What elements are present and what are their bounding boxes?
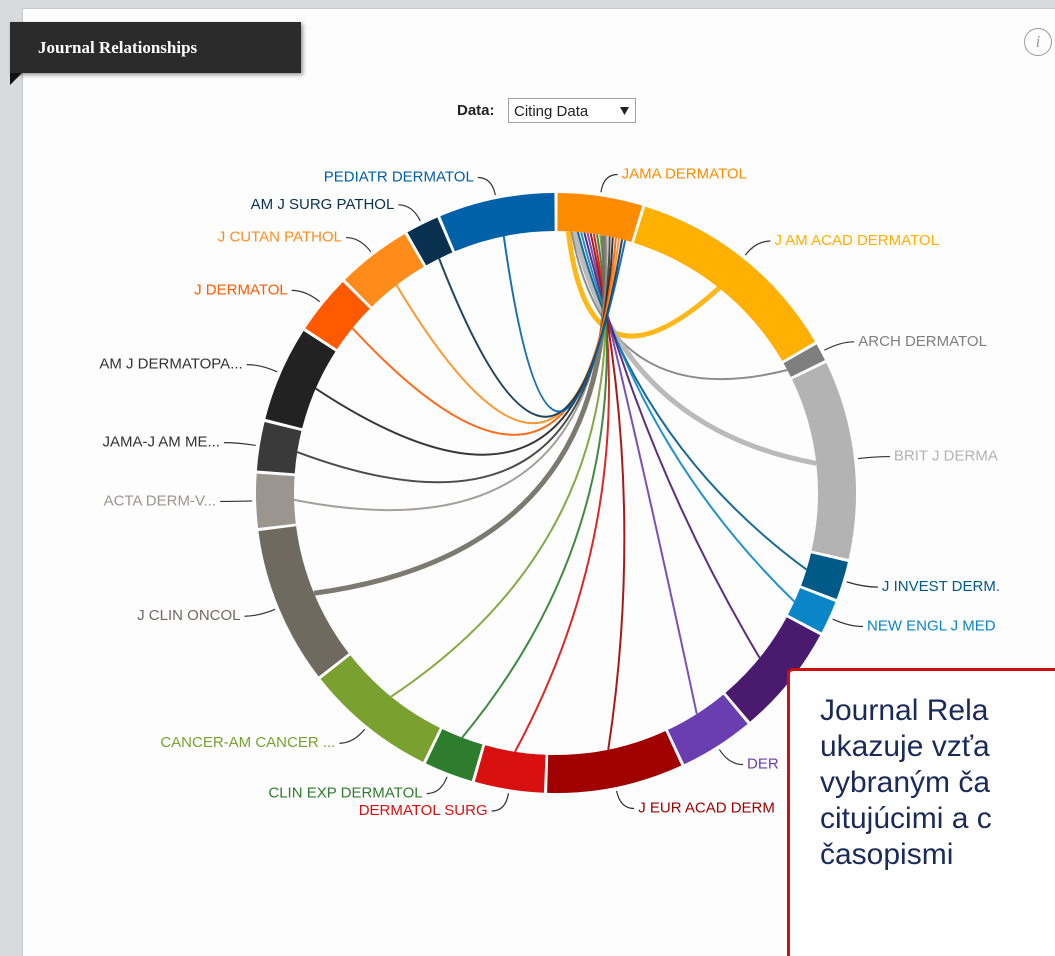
chord bbox=[576, 231, 808, 571]
node-arc bbox=[407, 217, 453, 266]
leader-line bbox=[339, 728, 366, 744]
node-arc bbox=[425, 729, 483, 781]
node-arc bbox=[258, 526, 349, 677]
annotation-line: vybraným ča bbox=[820, 766, 991, 799]
chord bbox=[390, 234, 607, 698]
node-label: JAMA DERMATOL bbox=[622, 166, 747, 183]
leader-line bbox=[398, 204, 421, 222]
panel-title: Journal Relationships bbox=[10, 22, 301, 73]
node-arc bbox=[320, 655, 440, 762]
node-arc bbox=[440, 193, 555, 252]
node-label: JAMA-J AM ME... bbox=[102, 434, 220, 451]
leader-line bbox=[832, 618, 864, 628]
annotation-line: ukazuje vzťa bbox=[820, 730, 990, 763]
annotation-box: Journal Rela ukazuje vzťa vybraným ča cituj… bbox=[787, 668, 1055, 956]
leader-line bbox=[846, 581, 878, 588]
node-label: ACTA DERM-V... bbox=[104, 492, 217, 509]
leader-line bbox=[244, 608, 276, 617]
leader-line bbox=[718, 749, 744, 766]
node-label: J EUR ACAD DERM bbox=[638, 800, 775, 817]
node-arc bbox=[344, 233, 424, 307]
leader-line bbox=[600, 173, 618, 193]
node-label: PEDIATR DERMATOL bbox=[324, 168, 474, 185]
node-label: ARCH DERMATOL bbox=[858, 333, 987, 350]
node-arc bbox=[783, 344, 825, 377]
dropdown-arrow bbox=[620, 107, 629, 115]
node-label: DERMATOL SURG bbox=[359, 802, 488, 819]
leader-line bbox=[824, 341, 855, 351]
selector-value[interactable]: Citing Data bbox=[514, 103, 589, 120]
node-label: J INVEST DERM. bbox=[882, 578, 1000, 595]
node-arc bbox=[305, 281, 370, 350]
chord bbox=[580, 231, 796, 603]
node-arc bbox=[633, 206, 816, 361]
node-label: CANCER-AM CANCER ... bbox=[160, 734, 335, 751]
node-arc bbox=[557, 193, 643, 243]
chord bbox=[296, 236, 611, 484]
node-arc bbox=[801, 553, 848, 600]
node-label: DER bbox=[747, 756, 779, 773]
leader-line bbox=[345, 236, 372, 253]
node-label: AM J SURG PATHOL bbox=[251, 196, 395, 213]
node-label: J CUTAN PATHOL bbox=[218, 229, 342, 246]
chord bbox=[293, 235, 608, 512]
leader-line bbox=[744, 240, 771, 256]
chord bbox=[570, 231, 788, 381]
node-arc bbox=[667, 694, 748, 765]
node-label: BRIT J DERMA bbox=[894, 448, 998, 465]
node-label: AM J DERMATOPA... bbox=[99, 356, 242, 373]
node-label: J DERMATOL bbox=[194, 281, 288, 298]
data-selector[interactable]: Citing Data bbox=[508, 98, 636, 123]
leader-line bbox=[426, 776, 448, 795]
leader-line bbox=[857, 455, 890, 460]
info-button[interactable]: i bbox=[1024, 28, 1052, 56]
node-arc bbox=[787, 588, 836, 633]
node-arc bbox=[256, 421, 302, 474]
node-label: J AM ACAD DERMATOL bbox=[774, 232, 938, 249]
annotation-line: Journal Rela bbox=[820, 694, 989, 727]
node-label: J CLIN ONCOL bbox=[137, 607, 240, 624]
chord bbox=[461, 234, 608, 739]
chord bbox=[502, 236, 627, 413]
node-arc bbox=[547, 731, 682, 793]
chord bbox=[514, 233, 610, 753]
leader-line bbox=[291, 289, 321, 303]
node-arc bbox=[474, 745, 546, 793]
leader-line bbox=[223, 442, 256, 447]
leader-line bbox=[616, 790, 635, 810]
node-label: CLIN EXP DERMATOL bbox=[268, 785, 422, 802]
node-label: NEW ENGL J MED bbox=[867, 618, 996, 635]
annotation-line: citujúcimi a c bbox=[820, 802, 992, 835]
node-arc bbox=[265, 330, 336, 429]
node-arc bbox=[256, 473, 296, 529]
leader-line bbox=[491, 793, 510, 812]
chord bbox=[572, 231, 817, 466]
leader-line bbox=[477, 176, 496, 196]
annotation-line: časopismi bbox=[820, 838, 954, 871]
chord bbox=[583, 232, 761, 659]
node-arc bbox=[725, 617, 821, 722]
node-arc bbox=[792, 362, 856, 559]
chord bbox=[395, 238, 620, 425]
leader-line bbox=[246, 364, 278, 373]
selector-label: Data: bbox=[457, 102, 495, 119]
